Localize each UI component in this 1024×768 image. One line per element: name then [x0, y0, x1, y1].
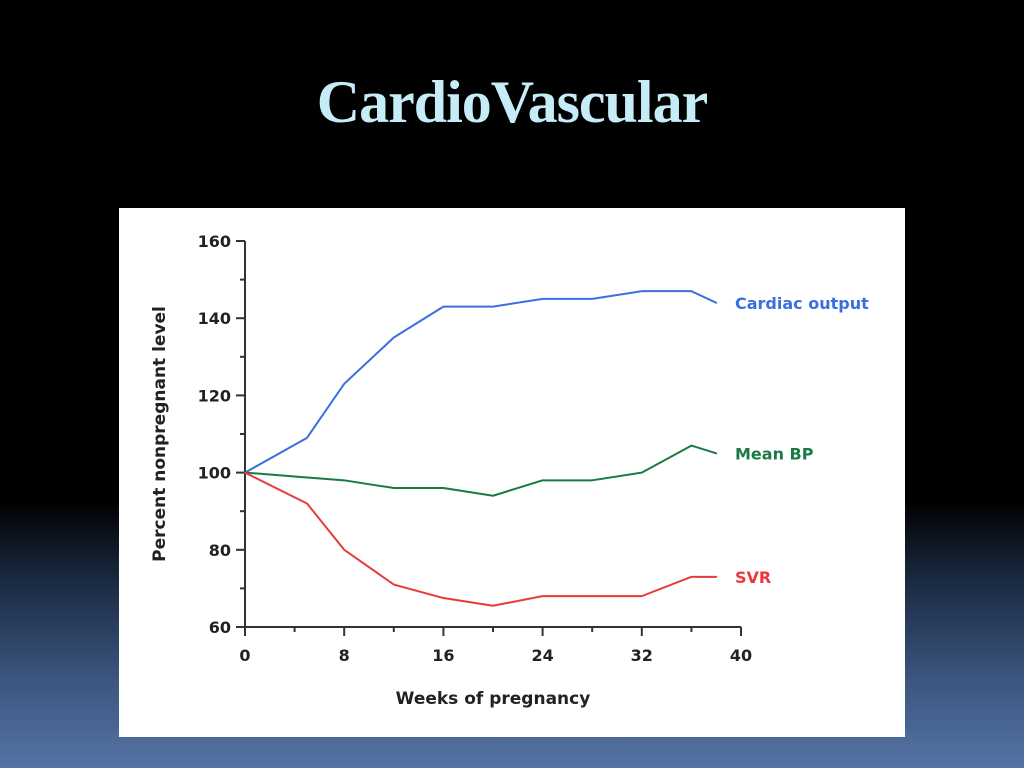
y-tick-label: 60: [209, 618, 231, 637]
y-axis-title: Percent nonpregnant level: [150, 306, 170, 562]
x-tick-label: 0: [239, 646, 250, 665]
series-line-svr: [244, 471, 718, 607]
y-tick-label: 100: [198, 464, 231, 483]
x-axis-title: Weeks of pregnancy: [396, 689, 591, 709]
series-label-svr: SVR: [735, 568, 771, 587]
series-label-mean-bp: Mean BP: [735, 444, 814, 463]
series-line-mean-bp: [244, 444, 718, 497]
x-tick-label: 24: [531, 646, 553, 665]
line-chart: 60 80 100 120 140 160 0 8 16 24 32 40 Weeks of pregn…: [150, 232, 869, 709]
y-tick-label: 140: [198, 309, 231, 328]
series-label-cardiac-output: Cardiac output: [735, 294, 869, 313]
y-tick-label: 80: [209, 541, 231, 560]
x-tick-label: 8: [339, 646, 350, 665]
y-tick-label: 120: [198, 386, 231, 405]
x-tick-label: 16: [432, 646, 454, 665]
x-tick-label: 32: [631, 646, 653, 665]
chart-panel: 60 80 100 120 140 160 0 8 16 24 32 40 Weeks of pregn…: [119, 208, 905, 737]
series-line-cardiac-output: [244, 290, 718, 474]
x-tick-label: 40: [730, 646, 752, 665]
slide-title: CardioVascular: [316, 69, 708, 135]
y-tick-label: 160: [198, 232, 231, 251]
